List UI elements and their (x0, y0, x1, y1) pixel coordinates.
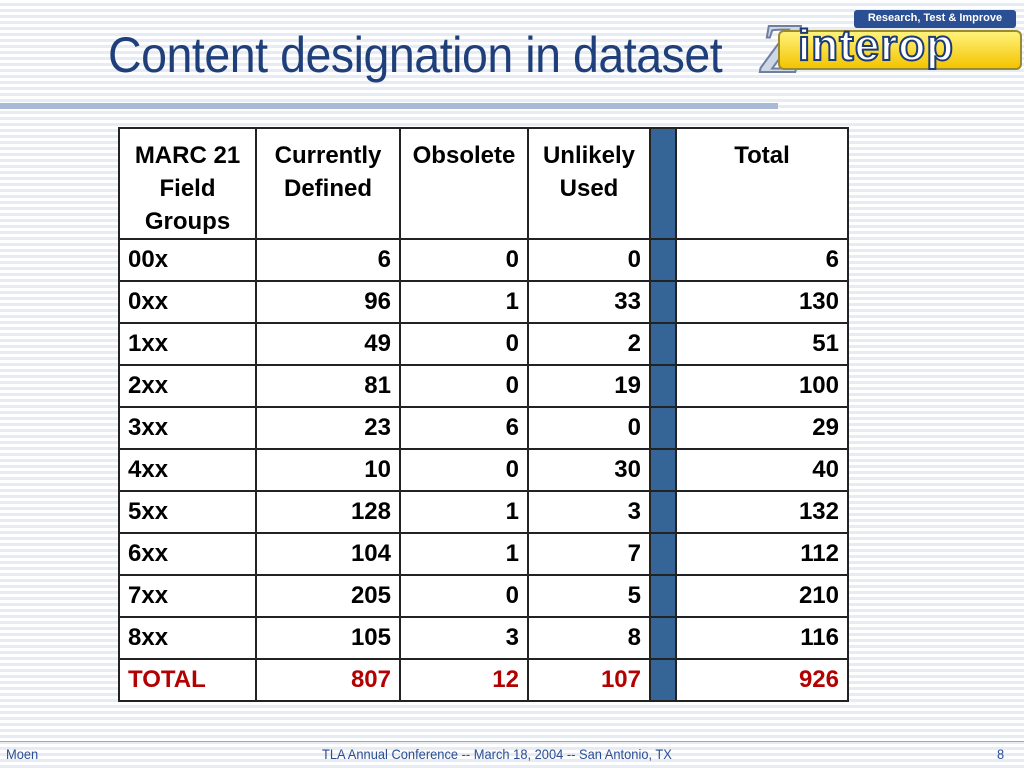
cell-defined: 6 (255, 238, 401, 282)
cell-spacer (649, 280, 677, 324)
cell-spacer (649, 616, 677, 660)
header-currently-defined: Currently Defined (255, 127, 401, 240)
cell-spacer (649, 448, 677, 492)
logo-word-background (778, 30, 1022, 70)
cell-group: 2xx (118, 364, 257, 408)
table-row: 8xx 105 3 8 116 (118, 616, 849, 660)
cell-obsolete: 1 (399, 280, 529, 324)
total-total: 926 (675, 658, 849, 702)
cell-spacer (649, 238, 677, 282)
content-designation-table: MARC 21 Field Groups Currently Defined O… (118, 127, 849, 702)
header-spacer-column (649, 127, 677, 240)
cell-unlikely: 33 (527, 280, 651, 324)
total-obsolete: 12 (399, 658, 529, 702)
cell-defined: 81 (255, 364, 401, 408)
table-row: 3xx 23 6 0 29 (118, 406, 849, 450)
total-label: TOTAL (118, 658, 257, 702)
cell-total: 130 (675, 280, 849, 324)
cell-spacer (649, 364, 677, 408)
cell-group: 5xx (118, 490, 257, 534)
table-row: 1xx 49 0 2 51 (118, 322, 849, 366)
title-underline (0, 103, 778, 109)
cell-unlikely: 3 (527, 490, 651, 534)
cell-defined: 10 (255, 448, 401, 492)
cell-defined: 128 (255, 490, 401, 534)
cell-defined: 205 (255, 574, 401, 618)
total-unlikely: 107 (527, 658, 651, 702)
table-row: 2xx 81 0 19 100 (118, 364, 849, 408)
cell-total: 116 (675, 616, 849, 660)
cell-spacer (649, 490, 677, 534)
table-row: 4xx 10 0 30 40 (118, 448, 849, 492)
table-row: 7xx 205 0 5 210 (118, 574, 849, 618)
table-row: 00x 6 0 0 6 (118, 238, 849, 282)
cell-defined: 96 (255, 280, 401, 324)
cell-spacer (649, 532, 677, 576)
slide-title: Content designation in dataset (108, 27, 723, 83)
cell-unlikely: 0 (527, 238, 651, 282)
footer-page-number: 8 (997, 746, 1005, 762)
cell-unlikely: 7 (527, 532, 651, 576)
header-field-groups: MARC 21 Field Groups (118, 127, 257, 240)
cell-defined: 104 (255, 532, 401, 576)
logo-tagline-bar (854, 10, 1016, 28)
cell-defined: 23 (255, 406, 401, 450)
header-obsolete: Obsolete (399, 127, 529, 240)
cell-total: 29 (675, 406, 849, 450)
cell-obsolete: 0 (399, 364, 529, 408)
logo-wordmark: interop (797, 20, 955, 71)
cell-defined: 49 (255, 322, 401, 366)
logo-tagline: Research, Test & Improve (867, 12, 1003, 24)
footer-divider (0, 741, 1024, 742)
cell-total: 6 (675, 238, 849, 282)
cell-group: 00x (118, 238, 257, 282)
cell-obsolete: 0 (399, 448, 529, 492)
table-header-row: MARC 21 Field Groups Currently Defined O… (118, 127, 849, 240)
cell-spacer (649, 658, 677, 702)
cell-unlikely: 19 (527, 364, 651, 408)
table-row: 6xx 104 1 7 112 (118, 532, 849, 576)
cell-group: 3xx (118, 406, 257, 450)
table-total-row: TOTAL 807 12 107 926 (118, 658, 849, 702)
cell-unlikely: 2 (527, 322, 651, 366)
cell-obsolete: 1 (399, 532, 529, 576)
cell-defined: 105 (255, 616, 401, 660)
header-unlikely-used: Unlikely Used (527, 127, 651, 240)
footer-event: TLA Annual Conference -- March 18, 2004 … (322, 746, 672, 762)
cell-obsolete: 1 (399, 490, 529, 534)
cell-group: 8xx (118, 616, 257, 660)
cell-obsolete: 0 (399, 574, 529, 618)
header-total: Total (675, 127, 849, 240)
cell-obsolete: 0 (399, 322, 529, 366)
cell-total: 51 (675, 322, 849, 366)
footer-author: Moen (6, 746, 39, 762)
cell-group: 7xx (118, 574, 257, 618)
table-row: 5xx 128 1 3 132 (118, 490, 849, 534)
table-row: 0xx 96 1 33 130 (118, 280, 849, 324)
cell-group: 4xx (118, 448, 257, 492)
cell-obsolete: 3 (399, 616, 529, 660)
zinterop-logo: Z Research, Test & Improve interop (758, 4, 1022, 89)
cell-total: 112 (675, 532, 849, 576)
cell-total: 132 (675, 490, 849, 534)
cell-group: 6xx (118, 532, 257, 576)
cell-group: 1xx (118, 322, 257, 366)
cell-spacer (649, 322, 677, 366)
cell-unlikely: 0 (527, 406, 651, 450)
cell-total: 100 (675, 364, 849, 408)
cell-total: 210 (675, 574, 849, 618)
cell-obsolete: 0 (399, 238, 529, 282)
total-defined: 807 (255, 658, 401, 702)
cell-unlikely: 5 (527, 574, 651, 618)
cell-group: 0xx (118, 280, 257, 324)
cell-unlikely: 30 (527, 448, 651, 492)
cell-total: 40 (675, 448, 849, 492)
cell-spacer (649, 406, 677, 450)
cell-obsolete: 6 (399, 406, 529, 450)
cell-spacer (649, 574, 677, 618)
cell-unlikely: 8 (527, 616, 651, 660)
